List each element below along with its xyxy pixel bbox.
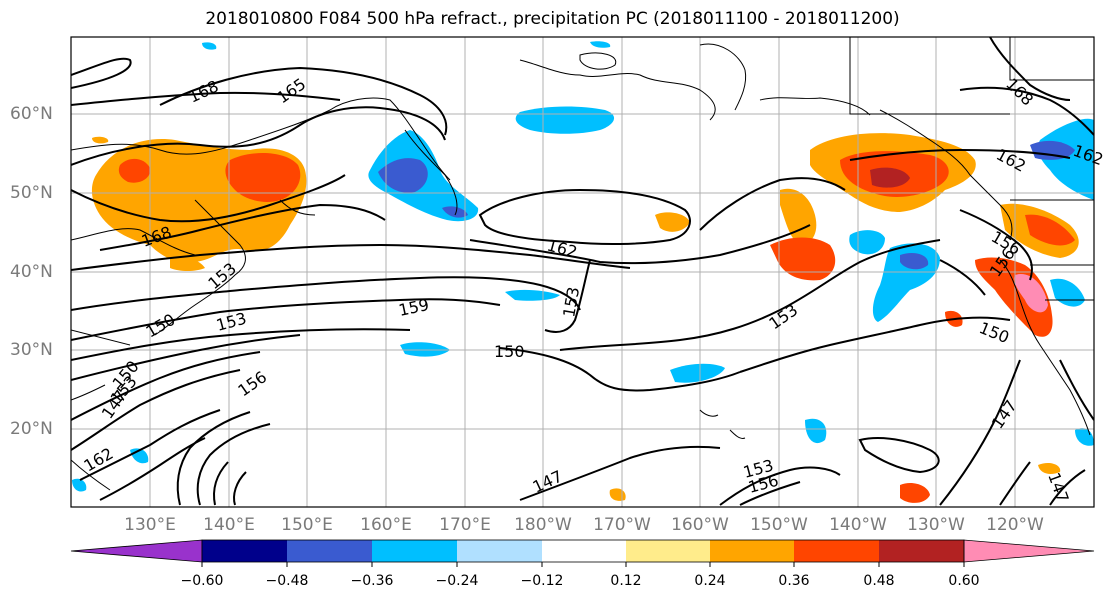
colorbar-tick-label: −0.60 xyxy=(180,573,224,589)
lon-label: 160°E xyxy=(360,515,412,535)
lon-label: 140°E xyxy=(203,515,255,535)
map-frame xyxy=(70,36,1095,508)
lon-label: 130°E xyxy=(124,515,176,535)
colorbar-tick-label: −0.12 xyxy=(520,573,564,589)
lon-label: 170°E xyxy=(439,515,491,535)
lon-label: 130°W xyxy=(907,515,965,535)
lat-label: 60°N xyxy=(10,104,53,124)
lon-label: 120°W xyxy=(986,515,1044,535)
colorbar xyxy=(70,539,1095,567)
colorbar-tick-label: 0.12 xyxy=(610,573,642,589)
colorbar-extend-max xyxy=(963,539,1095,563)
lat-label: 20°N xyxy=(10,419,53,439)
colorbar-tick-label: 0.48 xyxy=(863,573,895,589)
colorbar-tick-label: 0.24 xyxy=(694,573,726,589)
lon-label: 160°W xyxy=(671,515,729,535)
colorbar-bin xyxy=(794,540,879,562)
colorbar-tick-label: 0.60 xyxy=(948,573,980,589)
refractivity-contours xyxy=(71,37,1094,506)
colorbar-bin xyxy=(202,540,287,562)
colorbar-bin xyxy=(710,540,794,562)
colorbar-bin xyxy=(879,540,964,562)
coastlines xyxy=(71,37,1094,491)
lon-label: 170°W xyxy=(593,515,651,535)
lat-label: 40°N xyxy=(10,262,53,282)
colorbar-bin xyxy=(626,540,710,562)
map-title: 2018010800 F084 500 hPa refract., precip… xyxy=(205,9,900,29)
lat-label: 30°N xyxy=(10,340,53,360)
colorbar-tick-label: −0.48 xyxy=(265,573,309,589)
precip-positive-areas xyxy=(91,133,1079,503)
lon-label: 150°W xyxy=(750,515,808,535)
colorbar-bin xyxy=(542,540,626,562)
colorbar-extend-min xyxy=(70,539,203,563)
lon-label: 150°E xyxy=(281,515,333,535)
colorbar-tick-label: −0.24 xyxy=(435,573,479,589)
colorbar-bin xyxy=(457,540,542,562)
precip-negative-areas xyxy=(72,41,1094,492)
contour-label: 150 xyxy=(494,342,525,361)
colorbar-bin xyxy=(372,540,457,562)
colorbar-tick-label: −0.36 xyxy=(350,573,394,589)
colorbar-tick-label: 0.36 xyxy=(778,573,810,589)
lon-label: 180°W xyxy=(514,515,572,535)
lon-label: 140°W xyxy=(829,515,887,535)
colorbar-bin xyxy=(287,540,372,562)
lat-label: 50°N xyxy=(10,183,53,203)
